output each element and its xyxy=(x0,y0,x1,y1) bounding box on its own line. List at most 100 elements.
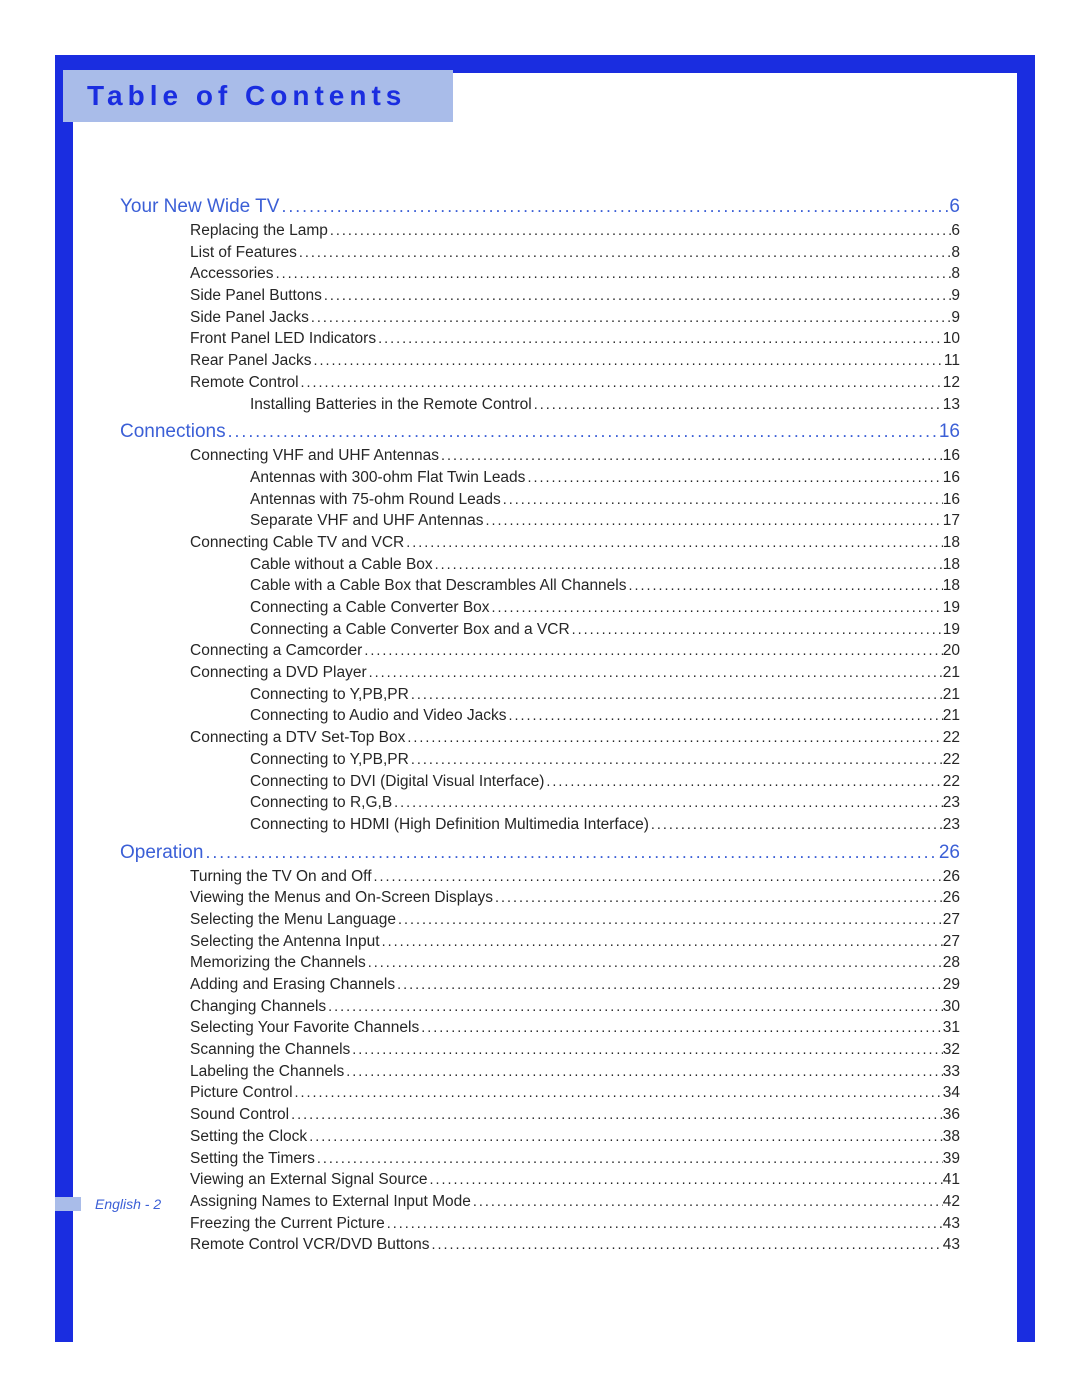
toc-entry-title: Assigning Names to External Input Mode xyxy=(190,1191,471,1213)
toc-entry-title: Viewing the Menus and On-Screen Displays xyxy=(190,887,493,909)
toc-entry-title: List of Features xyxy=(190,242,297,264)
toc-entry-title: Connecting to Y,PB,PR xyxy=(250,749,409,771)
toc-entry-title: Connecting to HDMI (High Definition Mult… xyxy=(250,814,649,836)
toc-entry: Antennas with 300-ohm Flat Twin Leads16 xyxy=(120,467,960,489)
toc-entry: Memorizing the Channels 28 xyxy=(120,952,960,974)
toc-entry-page: 19 xyxy=(943,597,960,619)
toc-entry-title: Connecting to Audio and Video Jacks xyxy=(250,705,507,727)
toc-leader-dots xyxy=(366,953,943,973)
toc-entry: Connecting to Y,PB,PR22 xyxy=(120,749,960,771)
toc-entry-page: 21 xyxy=(943,705,960,727)
toc-section-title: Operation xyxy=(120,842,203,864)
toc-entry-page: 28 xyxy=(943,952,960,974)
toc-leader-dots xyxy=(385,1214,943,1234)
toc-leader-dots xyxy=(367,663,943,683)
toc-entry-page: 29 xyxy=(943,974,960,996)
toc-entry-page: 11 xyxy=(944,350,960,372)
toc-leader-dots xyxy=(362,641,942,661)
toc-entry-page: 26 xyxy=(943,887,960,909)
toc-leader-dots xyxy=(392,793,943,813)
toc-entry: Sound Control36 xyxy=(120,1104,960,1126)
toc-entry-title: Selecting Your Favorite Channels xyxy=(190,1017,419,1039)
toc-entry-title: Remote Control xyxy=(190,372,299,394)
toc-entry-title: Rear Panel Jacks xyxy=(190,350,311,372)
toc-entry-page: 6 xyxy=(951,220,960,242)
toc-leader-dots xyxy=(299,373,943,393)
toc-leader-dots xyxy=(433,555,943,575)
toc-entry-page: 30 xyxy=(943,996,960,1018)
toc-leader-dots xyxy=(311,351,943,371)
toc-entry-page: 42 xyxy=(943,1191,960,1213)
toc-entry-title: Scanning the Channels xyxy=(190,1039,350,1061)
toc-entry: Replacing the Lamp 6 xyxy=(120,220,960,242)
toc-leader-dots xyxy=(350,1040,942,1060)
toc-leader-dots xyxy=(429,1235,942,1255)
toc-leader-dots xyxy=(395,975,943,995)
title-band: Table of Contents xyxy=(63,70,453,122)
toc-entry: Rear Panel Jacks 11 xyxy=(120,350,960,372)
toc-entry-title: Adding and Erasing Channels xyxy=(190,974,395,996)
toc-section-heading: Operation 26 xyxy=(120,842,960,864)
toc-leader-dots xyxy=(344,1062,942,1082)
toc-entry-title: Memorizing the Channels xyxy=(190,952,366,974)
toc-entry: Changing Channels30 xyxy=(120,996,960,1018)
toc-entry-title: Replacing the Lamp xyxy=(190,220,328,242)
toc-entry: Selecting Your Favorite Channels31 xyxy=(120,1017,960,1039)
toc-entry-title: Setting the Clock xyxy=(190,1126,307,1148)
toc-leader-dots xyxy=(405,728,942,748)
toc-leader-dots xyxy=(396,910,943,930)
toc-entry-title: Antennas with 75-ohm Round Leads xyxy=(250,489,501,511)
toc-section-page: 6 xyxy=(949,196,960,218)
toc-entry-page: 16 xyxy=(943,489,960,511)
toc-leader-dots xyxy=(322,286,952,306)
toc-entry: Installing Batteries in the Remote Contr… xyxy=(120,394,960,416)
toc-entry-title: Cable with a Cable Box that Descrambles … xyxy=(250,575,627,597)
toc-entry-page: 12 xyxy=(943,372,960,394)
toc-entry: Setting the Timers39 xyxy=(120,1148,960,1170)
footer-accent-bar xyxy=(55,1197,81,1211)
toc-entry: Accessories8 xyxy=(120,263,960,285)
toc-leader-dots xyxy=(490,598,943,618)
toc-entry-page: 20 xyxy=(943,640,960,662)
toc-entry-title: Antennas with 300-ohm Flat Twin Leads xyxy=(250,467,525,489)
toc-entry-title: Connecting VHF and UHF Antennas xyxy=(190,445,439,467)
toc-leader-dots xyxy=(293,1083,943,1103)
toc-entry: Connecting to HDMI (High Definition Mult… xyxy=(120,814,960,836)
toc-entry: Labeling the Channels33 xyxy=(120,1061,960,1083)
toc-entry: Connecting to Y,PB,PR21 xyxy=(120,684,960,706)
toc-entry: Connecting a Cable Converter Box19 xyxy=(120,597,960,619)
toc-entry-page: 23 xyxy=(943,792,960,814)
toc-leader-dots xyxy=(307,1127,943,1147)
toc-leader-dots xyxy=(380,932,943,952)
toc-entry: Side Panel Buttons9 xyxy=(120,285,960,307)
toc-leader-dots xyxy=(525,468,942,488)
toc-section-title: Connections xyxy=(120,421,226,443)
toc-entry-title: Separate VHF and UHF Antennas xyxy=(250,510,484,532)
toc-leader-dots xyxy=(439,446,943,466)
toc-entry: Picture Control34 xyxy=(120,1082,960,1104)
toc-entry: Connecting a Cable Converter Box and a V… xyxy=(120,619,960,641)
toc-entry-title: Remote Control VCR/DVD Buttons xyxy=(190,1234,429,1256)
toc-leader-dots xyxy=(404,533,942,553)
toc-entry: Connecting to R,G,B 23 xyxy=(120,792,960,814)
toc-entry-title: Sound Control xyxy=(190,1104,289,1126)
toc-entry-page: 9 xyxy=(951,307,960,329)
toc-entry: Adding and Erasing Channels 29 xyxy=(120,974,960,996)
toc-entry: Turning the TV On and Off26 xyxy=(120,866,960,888)
toc-entry-page: 21 xyxy=(943,662,960,684)
toc-entry: Front Panel LED Indicators10 xyxy=(120,328,960,350)
toc-entry-page: 27 xyxy=(943,909,960,931)
toc-leader-dots xyxy=(544,772,942,792)
toc-entry-page: 32 xyxy=(943,1039,960,1061)
toc-leader-dots xyxy=(376,329,943,349)
toc-entry: Cable without a Cable Box18 xyxy=(120,554,960,576)
page-footer: English - 2 xyxy=(55,1196,161,1212)
toc-entry: Connecting a DTV Set-Top Box22 xyxy=(120,727,960,749)
toc-entry-title: Connecting to R,G,B xyxy=(250,792,392,814)
toc-entry-page: 10 xyxy=(943,328,960,350)
toc-entry-page: 18 xyxy=(943,554,960,576)
toc-entry-page: 39 xyxy=(943,1148,960,1170)
toc-leader-dots xyxy=(493,888,943,908)
toc-entry-title: Connecting a Cable Converter Box and a V… xyxy=(250,619,570,641)
toc-entry: Connecting to DVI (Digital Visual Interf… xyxy=(120,771,960,793)
